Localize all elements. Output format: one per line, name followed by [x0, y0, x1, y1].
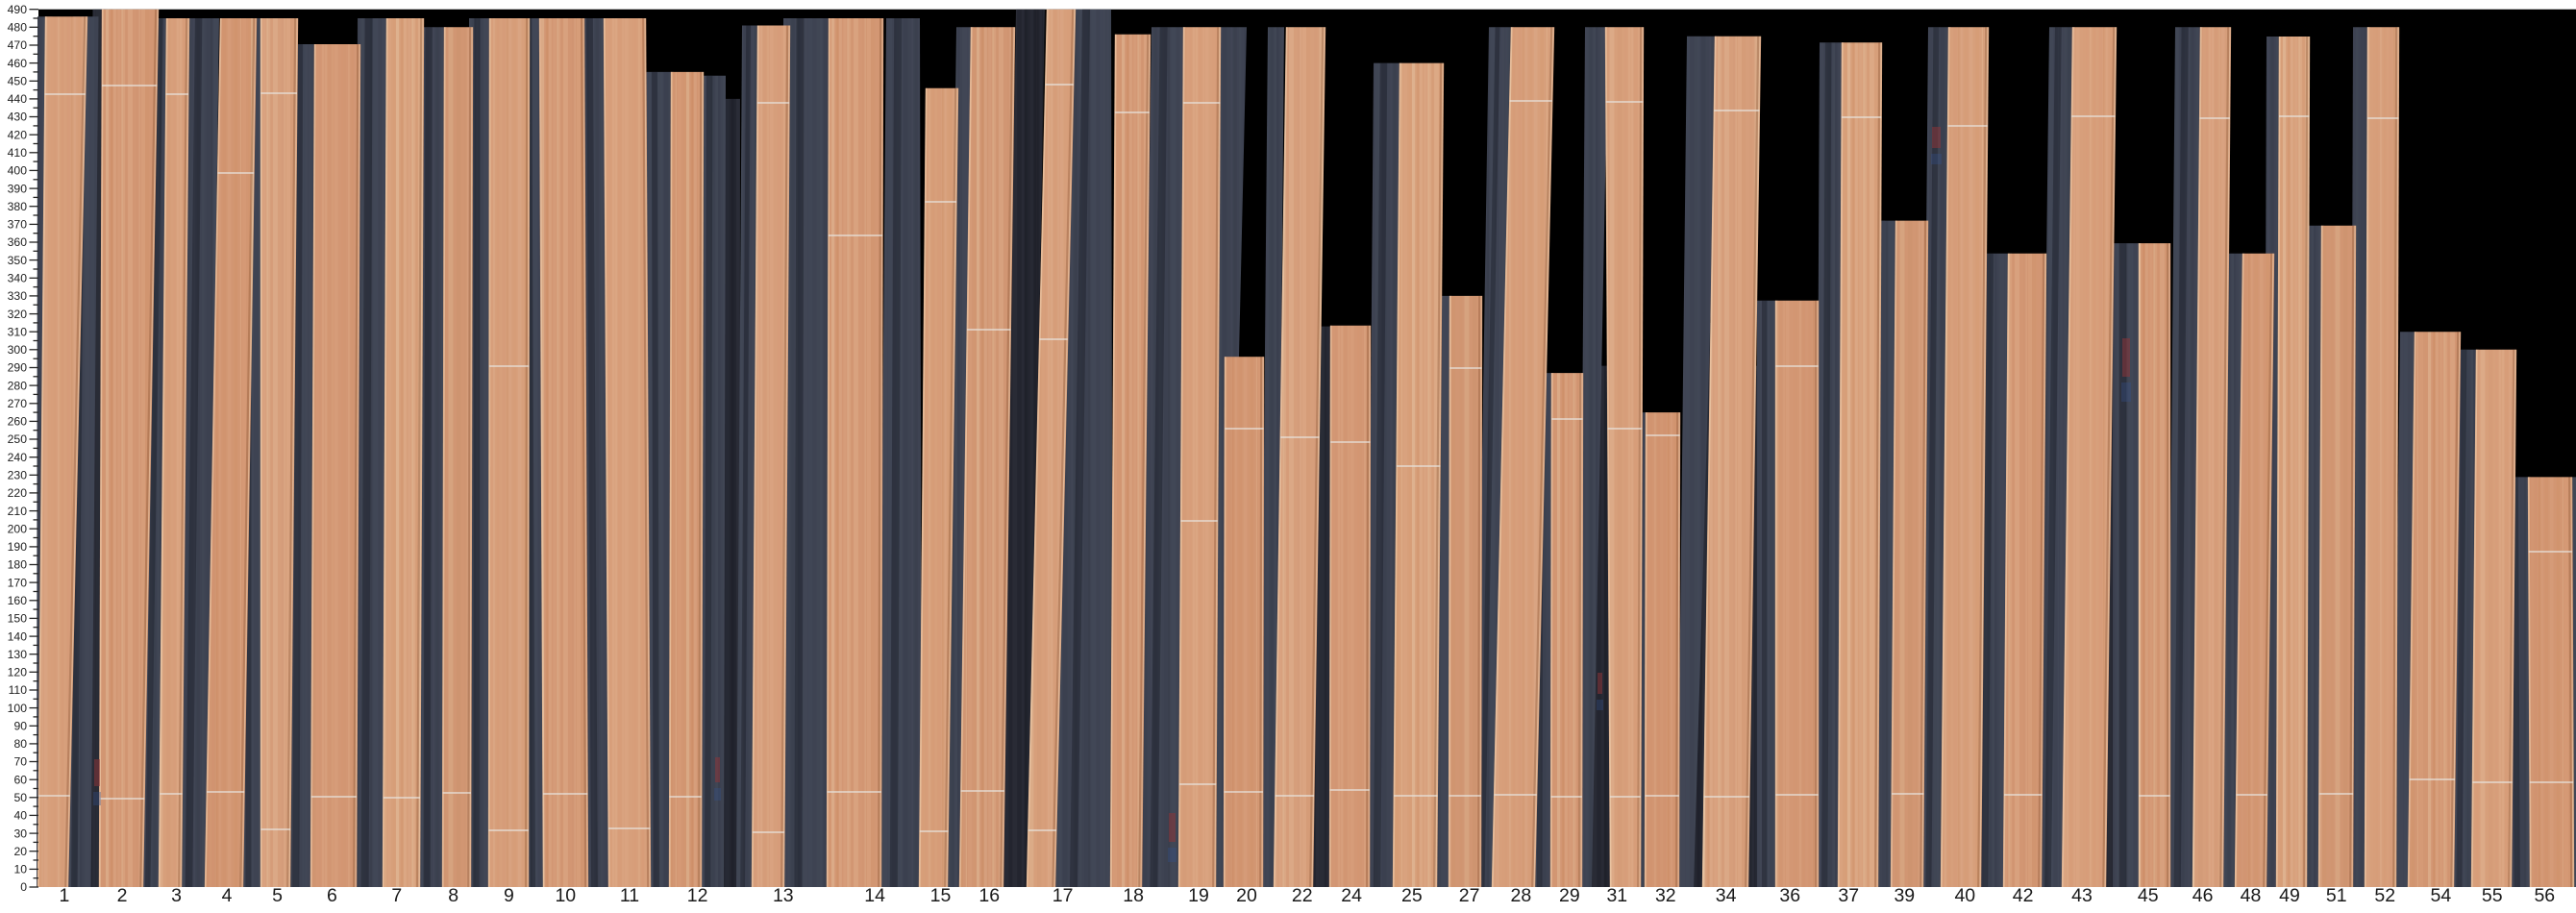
- svg-text:380: 380: [8, 200, 28, 213]
- svg-text:25: 25: [1401, 885, 1423, 906]
- svg-text:270: 270: [8, 397, 28, 410]
- svg-text:70: 70: [13, 755, 27, 769]
- svg-text:480: 480: [8, 21, 28, 35]
- svg-text:13: 13: [773, 885, 794, 906]
- svg-text:430: 430: [8, 111, 28, 124]
- svg-text:100: 100: [8, 702, 28, 715]
- svg-text:49: 49: [2279, 885, 2300, 906]
- svg-text:56: 56: [2534, 885, 2555, 906]
- svg-text:330: 330: [8, 289, 28, 303]
- svg-text:12: 12: [687, 885, 708, 906]
- svg-text:180: 180: [8, 558, 28, 572]
- svg-text:280: 280: [8, 379, 28, 392]
- svg-text:340: 340: [8, 272, 28, 285]
- svg-text:32: 32: [1655, 885, 1676, 906]
- svg-text:4: 4: [222, 885, 233, 906]
- svg-text:160: 160: [8, 594, 28, 607]
- svg-text:240: 240: [8, 451, 28, 464]
- svg-text:260: 260: [8, 415, 28, 429]
- svg-text:22: 22: [1292, 885, 1313, 906]
- svg-text:10: 10: [13, 863, 27, 876]
- svg-text:370: 370: [8, 218, 28, 232]
- svg-text:24: 24: [1341, 885, 1362, 906]
- svg-text:54: 54: [2431, 885, 2452, 906]
- svg-text:470: 470: [8, 38, 28, 52]
- svg-text:52: 52: [2374, 885, 2395, 906]
- svg-text:210: 210: [8, 505, 28, 518]
- svg-text:200: 200: [8, 522, 28, 535]
- svg-text:230: 230: [8, 469, 28, 482]
- svg-text:130: 130: [8, 648, 28, 661]
- svg-text:450: 450: [8, 75, 28, 88]
- svg-text:440: 440: [8, 92, 28, 106]
- svg-text:28: 28: [1511, 885, 1532, 906]
- svg-text:42: 42: [2013, 885, 2034, 906]
- svg-text:8: 8: [448, 885, 458, 906]
- svg-text:40: 40: [13, 809, 27, 823]
- svg-text:55: 55: [2482, 885, 2503, 906]
- svg-text:16: 16: [978, 885, 1000, 906]
- svg-text:410: 410: [8, 146, 28, 160]
- svg-text:36: 36: [1779, 885, 1800, 906]
- svg-text:18: 18: [1123, 885, 1144, 906]
- svg-text:350: 350: [8, 254, 28, 267]
- svg-text:20: 20: [1236, 885, 1257, 906]
- svg-text:43: 43: [2071, 885, 2093, 906]
- svg-text:60: 60: [13, 773, 27, 786]
- svg-text:460: 460: [8, 57, 28, 70]
- svg-text:48: 48: [2241, 885, 2262, 906]
- svg-text:120: 120: [8, 666, 28, 679]
- svg-text:3: 3: [171, 885, 182, 906]
- svg-text:170: 170: [8, 576, 28, 589]
- svg-text:220: 220: [8, 486, 28, 500]
- svg-text:51: 51: [2326, 885, 2347, 906]
- svg-text:27: 27: [1459, 885, 1480, 906]
- svg-text:46: 46: [2192, 885, 2214, 906]
- svg-text:140: 140: [8, 629, 28, 643]
- svg-text:400: 400: [8, 164, 28, 178]
- svg-text:20: 20: [13, 845, 27, 858]
- svg-text:0: 0: [20, 880, 27, 894]
- svg-text:50: 50: [13, 791, 27, 804]
- svg-text:80: 80: [13, 737, 27, 751]
- svg-text:5: 5: [272, 885, 283, 906]
- svg-text:150: 150: [8, 612, 28, 626]
- svg-text:290: 290: [8, 361, 28, 375]
- svg-text:19: 19: [1188, 885, 1209, 906]
- svg-text:17: 17: [1053, 885, 1074, 906]
- svg-text:14: 14: [864, 885, 885, 906]
- svg-text:2: 2: [117, 885, 128, 906]
- svg-text:300: 300: [8, 343, 28, 357]
- svg-text:190: 190: [8, 540, 28, 554]
- svg-text:31: 31: [1606, 885, 1627, 906]
- svg-text:10: 10: [555, 885, 576, 906]
- svg-text:6: 6: [327, 885, 337, 906]
- svg-text:1: 1: [59, 885, 69, 906]
- svg-text:30: 30: [13, 827, 27, 840]
- svg-text:37: 37: [1838, 885, 1859, 906]
- svg-text:110: 110: [9, 683, 28, 697]
- svg-text:15: 15: [930, 885, 952, 906]
- svg-text:9: 9: [504, 885, 514, 906]
- svg-text:34: 34: [1716, 885, 1737, 906]
- svg-text:45: 45: [2138, 885, 2159, 906]
- svg-text:7: 7: [391, 885, 402, 906]
- svg-text:90: 90: [13, 720, 27, 733]
- svg-text:390: 390: [8, 182, 28, 195]
- svg-text:420: 420: [8, 128, 28, 141]
- svg-text:11: 11: [620, 885, 639, 906]
- svg-text:310: 310: [8, 325, 28, 338]
- svg-text:29: 29: [1559, 885, 1580, 906]
- svg-text:320: 320: [8, 308, 28, 321]
- svg-text:39: 39: [1894, 885, 1915, 906]
- svg-text:40: 40: [1954, 885, 1975, 906]
- svg-text:360: 360: [8, 235, 28, 249]
- svg-text:250: 250: [8, 432, 28, 446]
- svg-text:490: 490: [8, 3, 28, 16]
